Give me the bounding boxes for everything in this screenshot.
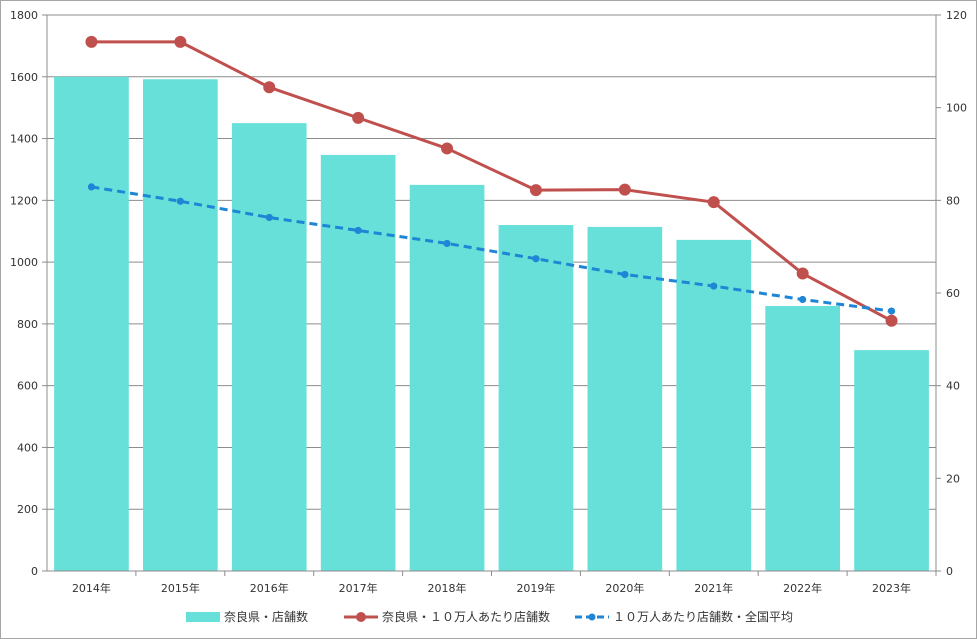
y-left-tick-label: 1800 <box>10 9 38 22</box>
y-left-tick-label: 1000 <box>10 256 38 269</box>
bar <box>676 239 752 572</box>
data-point <box>618 183 631 196</box>
x-tick-label: 2017年 <box>339 581 378 595</box>
data-point <box>352 111 365 124</box>
y-right-tick-label: 100 <box>946 102 967 115</box>
x-tick-label: 2023年 <box>872 581 911 595</box>
series-line <box>91 185 892 313</box>
data-point <box>532 255 540 263</box>
data-point <box>799 295 807 304</box>
data-point <box>174 35 187 48</box>
y-right-tick-label: 40 <box>946 380 960 393</box>
legend: 奈良県・店舗数 奈良県・１０万人あたり店舗数 １０万人あたり店舗数・全国平均 <box>186 609 793 624</box>
x-tick-label: 2018年 <box>428 581 467 595</box>
x-axis: 2014年 2015年 2016年 2017年 2018年 2019年 2020年 2021年… <box>72 571 937 595</box>
y-left-tick-label: 1200 <box>10 194 38 207</box>
y-right-tick-label: 60 <box>946 287 960 300</box>
x-tick-label: 2022年 <box>783 581 822 595</box>
x-tick-label: 2019年 <box>516 581 555 595</box>
bar <box>54 76 129 572</box>
data-point <box>265 213 273 222</box>
bar <box>409 184 485 571</box>
bar <box>231 123 307 571</box>
y-left-tick-label: 1600 <box>10 71 38 84</box>
data-point <box>621 270 629 279</box>
y-left-tick-label: 0 <box>31 565 38 578</box>
y-axis-right: 0 20 40 60 80 100 120 <box>936 9 967 578</box>
line-series <box>85 35 898 327</box>
y-left-tick-label: 1400 <box>10 133 38 146</box>
y-right-tick-label: 0 <box>946 565 953 578</box>
bar <box>854 350 929 571</box>
data-point <box>710 282 718 290</box>
y-right-tick-label: 80 <box>946 194 960 207</box>
bar-series <box>54 76 929 572</box>
data-point <box>885 314 898 327</box>
legend-label: 奈良県・１０万人あたり店舗数 <box>382 609 550 624</box>
x-tick-label: 2020年 <box>605 581 644 595</box>
data-point <box>354 226 362 235</box>
legend-swatch-bar <box>186 612 220 622</box>
bar <box>587 226 663 572</box>
legend-label: １０万人あたり店舗数・全国平均 <box>613 609 793 624</box>
data-point <box>85 35 98 48</box>
bar <box>765 305 840 571</box>
x-tick-label: 2015年 <box>161 581 200 595</box>
y-right-tick-label: 120 <box>946 9 967 22</box>
x-tick-label: 2021年 <box>694 581 733 595</box>
bar <box>498 225 574 572</box>
legend-swatch-marker <box>588 613 596 621</box>
data-point <box>707 196 720 209</box>
data-point <box>529 184 542 197</box>
y-left-tick-label: 800 <box>17 318 38 331</box>
y-left-tick-label: 400 <box>17 441 38 454</box>
data-point <box>263 81 276 94</box>
x-tick-label: 2016年 <box>250 581 289 595</box>
y-right-tick-label: 20 <box>946 472 960 485</box>
bar <box>320 154 396 571</box>
y-left-tick-label: 200 <box>17 503 38 516</box>
bar <box>143 79 218 571</box>
legend-swatch-marker <box>356 612 366 622</box>
y-left-tick-label: 600 <box>17 380 38 393</box>
legend-label: 奈良県・店舗数 <box>224 609 308 624</box>
data-point <box>796 267 809 280</box>
x-tick-label: 2014年 <box>72 581 111 595</box>
data-point <box>887 307 896 315</box>
data-point <box>443 239 451 248</box>
y-axis-left: 0 200 400 600 800 1000 1200 1400 1600 1800 <box>10 9 47 578</box>
data-point <box>176 197 184 205</box>
data-point <box>441 142 454 155</box>
series-line <box>91 40 893 323</box>
data-point <box>87 183 96 191</box>
